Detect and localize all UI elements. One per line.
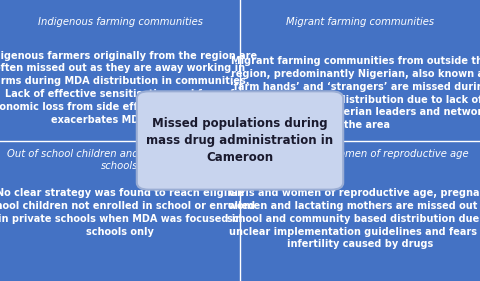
Text: Indigenous farming communities: Indigenous farming communities	[37, 17, 203, 27]
Text: Missed populations during
mass drug administration in
Cameroon: Missed populations during mass drug admi…	[146, 117, 334, 164]
Text: Girls and women of reproductive age, pregnant
women and lactating mothers are mi: Girls and women of reproductive age, pre…	[227, 188, 480, 250]
Text: Migrant farming communities: Migrant farming communities	[286, 17, 434, 27]
Text: Yound girls and women of reproductive age: Yound girls and women of reproductive ag…	[251, 149, 469, 159]
Text: Indigenous farmers originally from the region are
often missed out as they are a: Indigenous farmers originally from the r…	[0, 51, 257, 124]
FancyBboxPatch shape	[137, 91, 343, 190]
Text: Migrant farming communities from outside the
region, predominantly Nigerian, als: Migrant farming communities from outside…	[225, 56, 480, 130]
Text: No clear strategy was found to reach eligible
school children not enrolled in sc: No clear strategy was found to reach eli…	[0, 188, 255, 237]
Text: Out of school children and children in private
schools: Out of school children and children in p…	[7, 149, 233, 171]
